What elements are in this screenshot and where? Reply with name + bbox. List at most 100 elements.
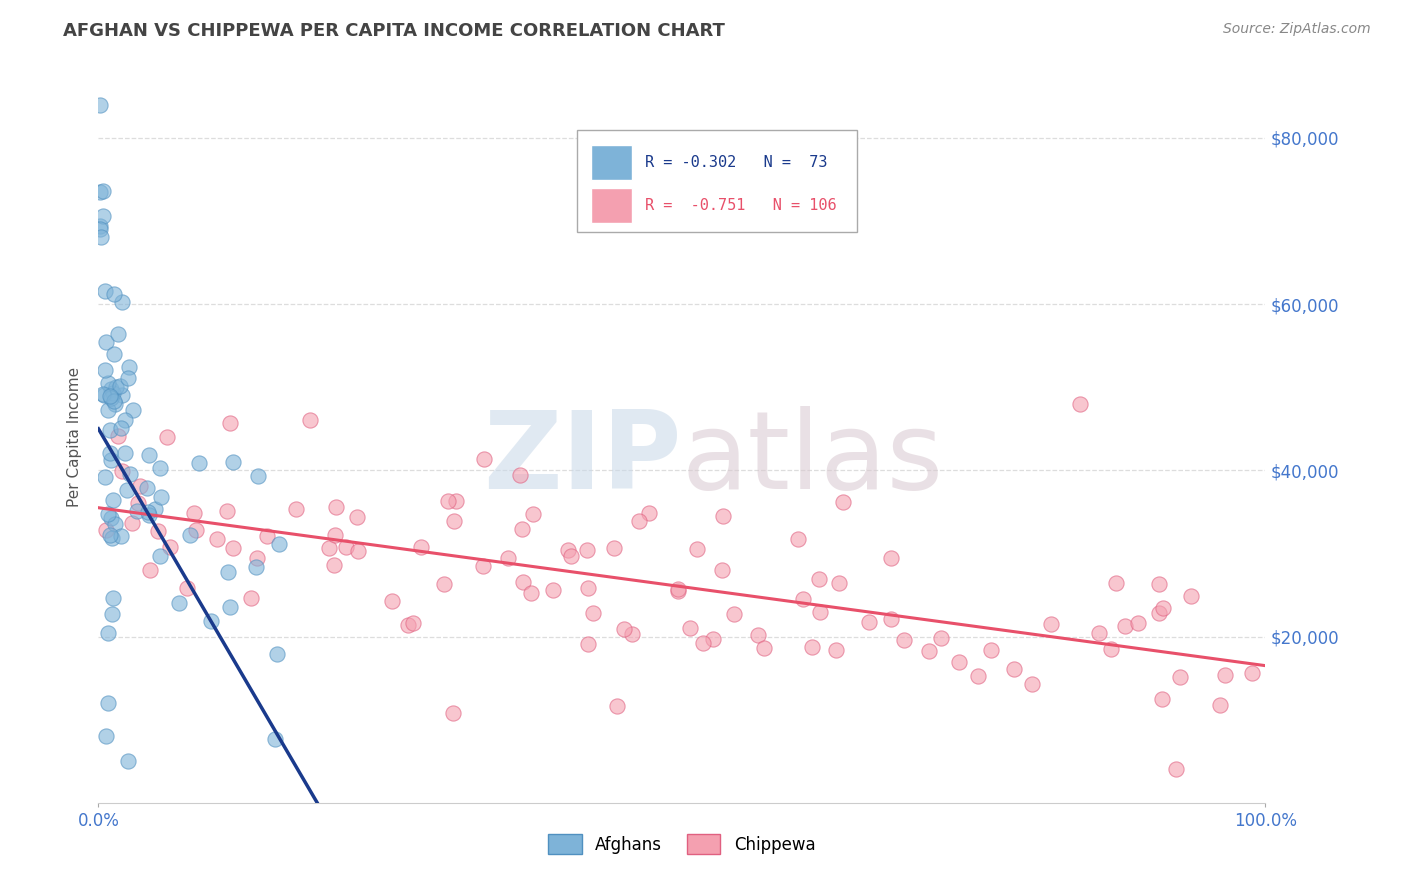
- Point: [101, 493, 124, 508]
- Point: [149, 549, 172, 564]
- Point: [1241, 665, 1264, 680]
- Point: [107, 326, 129, 341]
- Point: [183, 506, 205, 520]
- FancyBboxPatch shape: [576, 130, 856, 232]
- Point: [560, 549, 582, 563]
- Point: [110, 421, 132, 435]
- Point: [110, 464, 132, 478]
- Point: [89, 97, 111, 112]
- Point: [627, 514, 650, 528]
- Point: [159, 540, 181, 554]
- Text: atlas: atlas: [682, 406, 943, 512]
- Point: [1164, 762, 1187, 776]
- Point: [121, 403, 143, 417]
- Point: [97, 403, 120, 417]
- Point: [1170, 669, 1192, 683]
- Point: [267, 537, 290, 551]
- Point: [97, 376, 120, 391]
- Point: [346, 510, 368, 524]
- Point: [114, 445, 136, 459]
- Point: [1209, 698, 1232, 712]
- Point: [1088, 626, 1111, 640]
- Point: [512, 574, 534, 589]
- Point: [120, 467, 142, 481]
- Point: [1099, 642, 1122, 657]
- Point: [115, 483, 138, 498]
- Point: [143, 501, 166, 516]
- Point: [138, 508, 160, 523]
- Point: [97, 507, 120, 521]
- Point: [111, 294, 134, 309]
- Point: [522, 507, 544, 521]
- Point: [96, 729, 118, 743]
- Point: [93, 363, 115, 377]
- Point: [221, 455, 243, 469]
- Text: R =  -0.751   N = 106: R = -0.751 N = 106: [644, 198, 837, 213]
- Point: [219, 600, 242, 615]
- Point: [613, 622, 636, 636]
- Point: [807, 572, 830, 586]
- Point: [107, 429, 129, 443]
- Point: [94, 284, 117, 298]
- Point: [433, 576, 456, 591]
- Point: [582, 606, 605, 620]
- Point: [246, 551, 269, 566]
- Point: [104, 397, 127, 411]
- Point: [686, 542, 709, 557]
- Point: [1021, 677, 1043, 691]
- Point: [576, 637, 599, 651]
- Point: [576, 581, 599, 595]
- Point: [948, 655, 970, 669]
- Point: [980, 642, 1002, 657]
- Point: [472, 559, 495, 574]
- Point: [1147, 577, 1170, 591]
- Point: [121, 516, 143, 530]
- Point: [702, 632, 724, 647]
- Point: [723, 607, 745, 621]
- Point: [323, 528, 346, 542]
- Point: [98, 423, 121, 437]
- Point: [246, 469, 269, 483]
- Point: [1180, 589, 1202, 603]
- Text: AFGHAN VS CHIPPEWA PER CAPITA INCOME CORRELATION CHART: AFGHAN VS CHIPPEWA PER CAPITA INCOME COR…: [63, 22, 725, 40]
- Point: [239, 591, 262, 606]
- Point: [176, 581, 198, 595]
- Point: [323, 558, 346, 573]
- Point: [103, 287, 125, 301]
- Point: [1213, 668, 1236, 682]
- Point: [409, 541, 432, 555]
- Point: [576, 542, 599, 557]
- Point: [752, 640, 775, 655]
- Point: [285, 502, 308, 516]
- Point: [1150, 691, 1173, 706]
- Point: [443, 514, 465, 528]
- Point: [94, 523, 117, 537]
- Point: [380, 594, 402, 608]
- Point: [205, 532, 228, 546]
- Point: [541, 583, 564, 598]
- Point: [101, 607, 124, 621]
- Point: [117, 370, 139, 384]
- Point: [787, 532, 810, 546]
- Point: [264, 731, 287, 746]
- Point: [156, 430, 179, 444]
- Point: [335, 541, 357, 555]
- Point: [245, 560, 267, 574]
- Point: [1002, 662, 1025, 676]
- Point: [100, 453, 122, 467]
- Point: [118, 359, 141, 374]
- Point: [679, 621, 702, 635]
- Point: [105, 380, 128, 394]
- Point: [298, 413, 321, 427]
- Point: [128, 479, 150, 493]
- Point: [93, 210, 115, 224]
- Point: [217, 565, 239, 579]
- Point: [167, 596, 190, 610]
- Y-axis label: Per Capita Income: Per Capita Income: [67, 367, 83, 508]
- Point: [149, 461, 172, 475]
- Point: [125, 504, 148, 518]
- Point: [929, 631, 952, 645]
- Point: [510, 522, 533, 536]
- Bar: [591, 145, 631, 179]
- Point: [138, 449, 160, 463]
